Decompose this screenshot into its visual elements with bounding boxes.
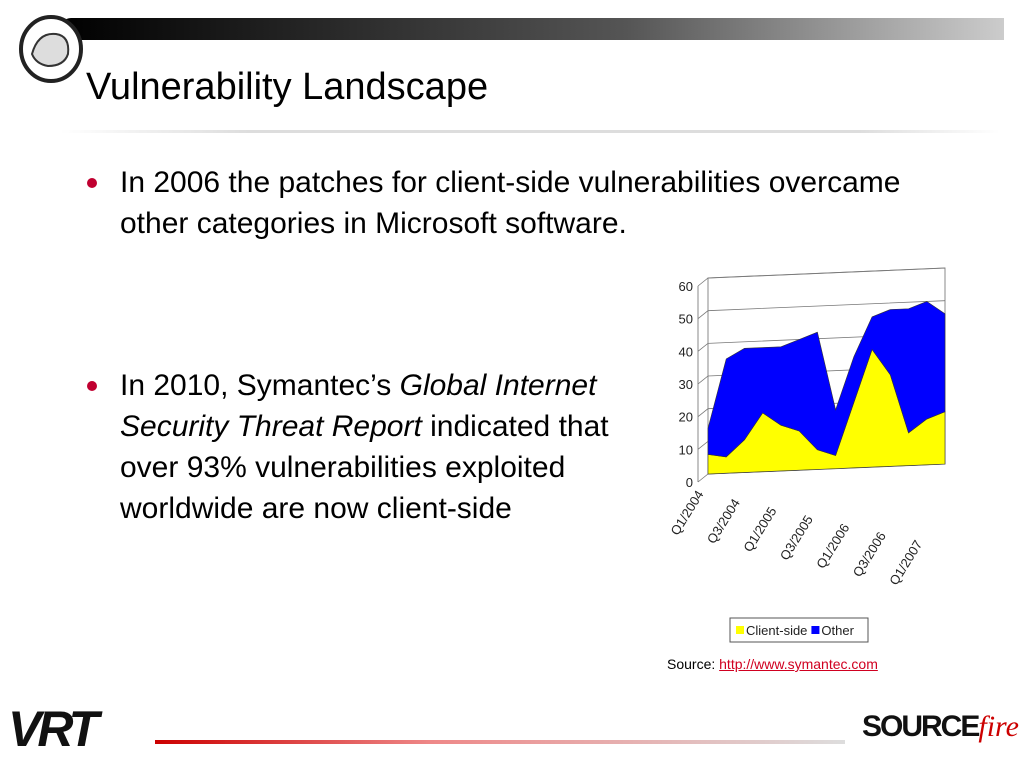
x-tick-label: Q1/2004 — [667, 488, 706, 538]
y-tick-label: 0 — [686, 475, 693, 490]
top-logo — [19, 15, 83, 83]
source-link[interactable]: http://www.symantec.com — [719, 656, 878, 672]
y-tick-label: 50 — [679, 312, 693, 327]
source-label: Source: — [667, 656, 716, 672]
legend-swatch — [811, 626, 820, 634]
bullet-part: indicated that over 93% vulnerabilities … — [120, 410, 609, 525]
grid-line — [697, 300, 946, 319]
y-tick-label: 60 — [679, 279, 693, 294]
x-tick-label: Q3/2004 — [704, 496, 743, 546]
bullet-text: In 2010, Symantec’s Global Internet Secu… — [120, 365, 645, 529]
x-tick-label: Q3/2005 — [777, 513, 816, 563]
y-tick-label: 40 — [679, 344, 693, 359]
vrt-logo: VRT — [8, 701, 99, 757]
side-face — [933, 464, 945, 534]
footer-rule — [155, 740, 845, 744]
grid-line — [697, 267, 946, 287]
bullet-dot — [87, 381, 97, 391]
bullet-part: In 2010, Symantec’s — [120, 369, 392, 402]
logo-part: fire — [978, 710, 1019, 743]
top-bar — [60, 18, 1004, 40]
y-tick-label: 30 — [679, 377, 693, 392]
legend-swatch — [736, 626, 744, 634]
x-tick-label: Q1/2005 — [740, 504, 779, 554]
bullet-dot — [87, 178, 97, 188]
logo-part: SOURCE — [862, 710, 980, 743]
chart: 0102030405060Q1/2004Q3/2004Q1/2005Q3/200… — [667, 267, 946, 643]
sourcefire-logo: SOURCEfire — [862, 710, 1019, 744]
legend-box — [729, 617, 869, 643]
x-tick-label: Q1/2007 — [886, 537, 925, 587]
legend-label: Other — [821, 623, 854, 638]
y-tick-label: 10 — [679, 442, 693, 457]
area — [707, 301, 946, 458]
bullet-italic: Global Internet Security Threat Report — [120, 369, 597, 443]
source: Source: http://www.symantec.com — [667, 656, 878, 672]
bullet-text: In 2006 the patches for client-side vuln… — [120, 166, 901, 240]
legend-label: Client-side — [746, 623, 807, 638]
title-rule — [60, 130, 1000, 133]
y-tick-label: 20 — [679, 410, 693, 425]
x-tick-label: Q1/2006 — [813, 521, 852, 571]
x-tick-label: Q3/2006 — [850, 529, 889, 579]
slide-title: Vulnerability Landscape — [86, 66, 489, 108]
